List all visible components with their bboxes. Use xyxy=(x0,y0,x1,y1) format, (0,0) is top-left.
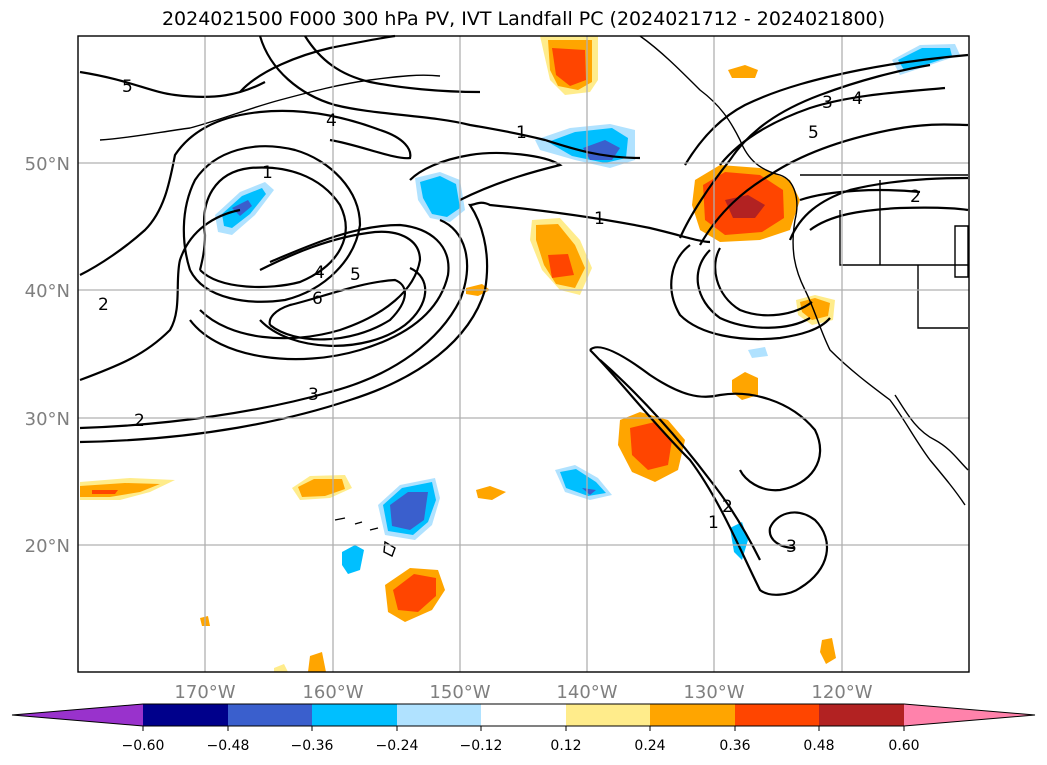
colorbar-tick-label: −0.60 xyxy=(122,738,165,754)
colorbar-segment xyxy=(312,704,397,726)
colorbar-tick-label: 0.24 xyxy=(634,738,665,754)
map-frame xyxy=(77,35,970,673)
colorbar-tick-label: 0.48 xyxy=(803,738,834,754)
coastline xyxy=(99,35,969,557)
colorbar-tick-label: 0.36 xyxy=(719,738,750,754)
colorbar-segment xyxy=(819,704,904,726)
colorbar-extend-min xyxy=(12,704,143,726)
colorbar-segment xyxy=(143,704,228,726)
colorbar-segment xyxy=(481,704,566,726)
contour-label: 5 xyxy=(808,123,819,143)
map-area xyxy=(78,36,969,672)
contour-label: 2 xyxy=(98,295,109,315)
colorbar-tick-label: 0.60 xyxy=(888,738,919,754)
colorbar-tick-label: 0.12 xyxy=(550,738,581,754)
contour-label: 6 xyxy=(312,289,323,309)
longitude-labels: 170°W 160°W 150°W 140°W 130°W 120°W xyxy=(174,682,872,703)
contour-label: 2 xyxy=(910,187,921,207)
lat-label: 50°N xyxy=(25,154,70,175)
latitude-labels: 50°N 40°N 30°N 20°N xyxy=(25,154,70,557)
colorbar-segment xyxy=(650,704,735,726)
contour-label: 1 xyxy=(708,513,719,533)
lon-label: 170°W xyxy=(174,682,235,703)
contour-label: 2 xyxy=(722,497,733,517)
colorbar-ticks xyxy=(142,726,905,731)
contour-label: 1 xyxy=(516,123,527,143)
lon-label: 150°W xyxy=(429,682,490,703)
contour-label: 3 xyxy=(786,537,797,557)
lat-label: 30°N xyxy=(25,409,70,430)
colorbar-segment xyxy=(397,704,481,726)
colorbar-segment xyxy=(228,704,312,726)
lon-label: 130°W xyxy=(683,682,744,703)
colorbar-tick-label: −0.48 xyxy=(207,738,250,754)
contour-label: 3 xyxy=(308,385,319,405)
positive-anomaly-shading xyxy=(80,36,836,672)
contour-label: 1 xyxy=(594,209,605,229)
graticule xyxy=(78,36,969,672)
colorbar-segment xyxy=(566,704,650,726)
colorbar-segment xyxy=(735,704,819,726)
contour-label: 5 xyxy=(122,77,133,97)
contour-label: 4 xyxy=(326,111,337,131)
lon-label: 160°W xyxy=(302,682,363,703)
negative-anomaly-shading xyxy=(215,44,960,574)
contour-label: 2 xyxy=(134,411,145,431)
colorbar-tick-label: −0.36 xyxy=(291,738,334,754)
colorbar: −0.60 −0.48 −0.36 −0.24 −0.12 0.12 0.24 … xyxy=(11,703,1036,754)
contour-labels: 5 4 1 3 4 5 1 1 2 4 5 6 3 2 2 1 2 3 xyxy=(98,77,921,557)
map-title: 2024021500 F000 300 hPa PV, IVT Landfall… xyxy=(161,8,886,30)
pv-contours xyxy=(79,34,969,596)
contour-label: 4 xyxy=(314,263,325,283)
contour-label: 4 xyxy=(852,89,863,109)
contour-label: 3 xyxy=(822,93,833,113)
lat-label: 40°N xyxy=(25,281,70,302)
colorbar-tick-label: −0.12 xyxy=(460,738,503,754)
lon-label: 120°W xyxy=(811,682,872,703)
contour-label: 5 xyxy=(350,265,361,285)
colorbar-tick-label: −0.24 xyxy=(376,738,419,754)
lat-label: 20°N xyxy=(25,536,70,557)
colorbar-extend-max xyxy=(904,704,1035,726)
contour-label: 1 xyxy=(262,163,273,183)
lon-label: 140°W xyxy=(556,682,617,703)
